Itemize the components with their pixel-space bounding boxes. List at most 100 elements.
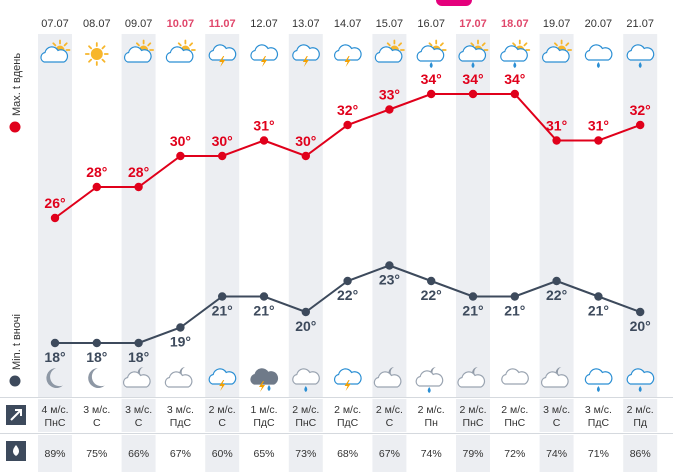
min-temp-point[interactable]	[468, 292, 478, 301]
humidity-cell-shade	[539, 435, 574, 472]
min-temp-point[interactable]	[427, 276, 436, 286]
humidity-cell-shade	[288, 435, 323, 472]
wind-direction: С	[386, 417, 394, 429]
max-temp-value-label: 30°	[170, 133, 191, 149]
day-column-shade	[121, 34, 156, 397]
wind-direction-icon	[6, 405, 26, 425]
min-temp-value-label: 21°	[462, 303, 483, 319]
max-temp-point[interactable]	[134, 182, 143, 192]
humidity-value: 67%	[379, 448, 400, 460]
max-temp-point[interactable]	[636, 120, 645, 130]
max-temp-value-label: 34°	[421, 71, 442, 87]
min-temp-value-label: 21°	[212, 303, 233, 319]
min-temp-point[interactable]	[552, 276, 561, 286]
min-temp-point[interactable]	[134, 338, 143, 348]
day-column-shade	[205, 34, 240, 397]
min-temp-point[interactable]	[343, 276, 352, 286]
partly-sunny-rain-icon	[416, 39, 447, 68]
max-temp-point[interactable]	[176, 151, 185, 161]
date-label[interactable]: 14.07	[334, 18, 362, 30]
date-label[interactable]: 16.07	[417, 18, 445, 30]
wind-cell-shade	[121, 399, 156, 432]
max-temp-point[interactable]	[427, 89, 436, 99]
min-temp-point[interactable]	[92, 338, 102, 348]
humidity-cell-shade	[38, 435, 72, 472]
date-label[interactable]: 07.07	[41, 18, 69, 30]
min-temp-value-label: 22°	[546, 287, 567, 303]
max-temp-value-label: 32°	[337, 102, 358, 118]
max-temp-point[interactable]	[218, 151, 227, 161]
min-temp-point[interactable]	[594, 292, 603, 301]
wind-direction: ПдС	[588, 417, 610, 429]
humidity-value: 73%	[295, 448, 316, 460]
max-temp-value-label: 32°	[630, 102, 651, 118]
min-temp-point[interactable]	[636, 307, 645, 317]
partly-sunny-rain-icon	[458, 39, 489, 68]
max-temp-point[interactable]	[594, 136, 603, 145]
min-temp-point[interactable]	[510, 292, 519, 301]
humidity-value: 86%	[630, 448, 651, 460]
max-temp-point[interactable]	[92, 182, 102, 192]
wind-speed: 3 м/с.	[543, 404, 570, 416]
cloud-moon-icon	[122, 367, 151, 388]
max-temp-value-label: 34°	[462, 71, 483, 87]
max-temp-point[interactable]	[468, 89, 478, 99]
wind-speed: 2 м/с.	[459, 404, 486, 416]
max-temp-point[interactable]	[552, 136, 561, 145]
humidity-value: 65%	[253, 448, 274, 460]
min-temp-value-label: 21°	[588, 303, 609, 319]
date-label[interactable]: 20.07	[585, 18, 613, 30]
wind-cell-shade	[456, 399, 490, 432]
min-temp-value-label: 21°	[253, 303, 274, 319]
max-temp-value-label: 31°	[546, 118, 567, 134]
wind-speed: 4 м/с.	[41, 404, 68, 416]
wind-cell-shade	[539, 399, 574, 432]
wind-cell-shade	[623, 399, 658, 432]
min-legend-label: Min. t вночі	[11, 314, 23, 370]
max-temp-point[interactable]	[385, 105, 394, 114]
date-label[interactable]: 11.07	[209, 18, 236, 30]
date-label[interactable]: 18.07	[501, 18, 529, 30]
min-temp-point[interactable]	[385, 261, 394, 270]
min-temp-point[interactable]	[259, 292, 269, 301]
date-label[interactable]: 12.07	[250, 18, 278, 30]
min-temp-point[interactable]	[50, 338, 60, 348]
max-temp-point[interactable]	[301, 151, 310, 161]
date-label[interactable]: 17.07	[459, 18, 487, 30]
date-label[interactable]: 08.07	[83, 18, 111, 30]
max-temp-point[interactable]	[343, 120, 352, 130]
cloud-rain-icon	[584, 44, 613, 68]
date-label[interactable]: 10.07	[167, 18, 195, 30]
date-label[interactable]: 09.07	[125, 18, 153, 30]
cloud-moon-icon	[540, 367, 569, 388]
wind-speed: 3 м/с.	[167, 404, 194, 416]
thunder-rain-icon	[250, 368, 279, 392]
max-temp-point[interactable]	[510, 89, 519, 99]
max-temp-value-label: 30°	[212, 133, 233, 149]
min-temp-value-label: 20°	[295, 318, 316, 334]
cloud-moon-icon	[373, 367, 402, 388]
date-label[interactable]: 15.07	[376, 18, 404, 30]
rain-cloud-icon	[292, 368, 320, 392]
date-label[interactable]: 21.07	[626, 18, 654, 30]
max-temp-point[interactable]	[259, 136, 269, 145]
min-temp-point[interactable]	[301, 307, 310, 317]
cloud-moon-rain-icon	[415, 367, 444, 393]
date-label[interactable]: 13.07	[292, 18, 320, 30]
min-temp-value-label: 18°	[86, 349, 107, 365]
humidity-value: 60%	[212, 448, 233, 460]
moon-icon	[46, 368, 63, 388]
max-temp-value-label: 34°	[504, 71, 525, 87]
partly-sunny-icon	[541, 39, 572, 63]
min-temp-point[interactable]	[218, 292, 227, 301]
min-temp-point[interactable]	[176, 323, 185, 332]
max-temp-point[interactable]	[50, 213, 60, 223]
date-label[interactable]: 19.07	[543, 18, 571, 30]
wind-direction: ПнС	[45, 417, 66, 429]
wind-direction: С	[218, 417, 226, 429]
wind-direction: ПдС	[253, 417, 275, 429]
partly-sunny-icon	[40, 39, 71, 63]
thunder-cloud-icon	[250, 44, 279, 67]
wind-direction: С	[553, 417, 561, 429]
